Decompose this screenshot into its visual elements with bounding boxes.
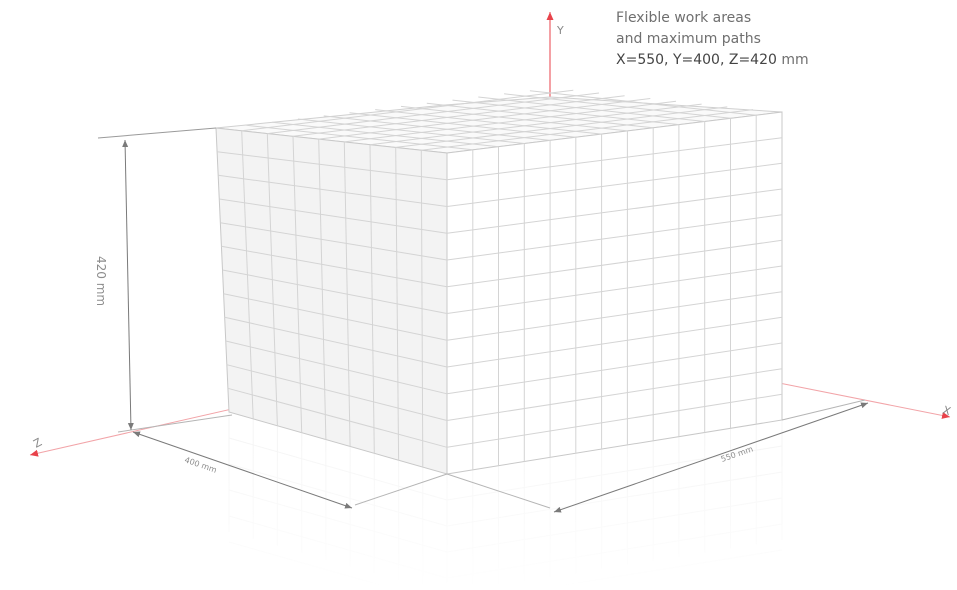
- front-grid-horizontal: [446, 316, 783, 368]
- side-grid-horizontal: [220, 222, 448, 261]
- front-grid-horizontal: [446, 342, 783, 395]
- top-grid-depth: [323, 115, 551, 141]
- height-dimension-line: [122, 139, 134, 431]
- top-grid-width: [421, 109, 754, 151]
- front-grid-horizontal: [446, 265, 783, 314]
- dimension-lines: [97, 127, 869, 513]
- caption-unit: mm: [776, 52, 809, 68]
- cube-front-face: [446, 111, 783, 475]
- top-grid-depth: [375, 109, 602, 135]
- top-grid-depth: [529, 90, 757, 116]
- front-grid-horizontal: [446, 368, 783, 421]
- top-grid-depth: [246, 124, 473, 151]
- top-grid-depth: [400, 105, 628, 132]
- side-grid-horizontal: [226, 364, 448, 421]
- width-extension-right: [781, 399, 866, 421]
- height-extension-top: [97, 127, 217, 139]
- top-grid-depth: [349, 112, 576, 138]
- top-grid-depth: [272, 121, 499, 148]
- front-grid-horizontal: [446, 239, 783, 288]
- work-area-cube: [215, 89, 783, 475]
- side-grid-horizontal: [217, 151, 448, 181]
- side-grid-horizontal: [224, 316, 448, 368]
- top-grid-width: [395, 106, 728, 148]
- y-axis-label: Y: [556, 24, 564, 37]
- top-grid-width: [267, 92, 600, 135]
- top-grid-depth: [426, 102, 654, 129]
- top-grid-depth: [478, 96, 705, 122]
- front-grid-horizontal: [446, 214, 783, 261]
- height-dimension-label: 420 mm: [94, 256, 108, 306]
- side-grid-horizontal: [222, 269, 448, 314]
- front-grid-horizontal: [446, 137, 783, 181]
- width-extension-left: [446, 473, 551, 509]
- work-area-caption: Flexible work areas and maximum paths X=…: [616, 8, 809, 71]
- depth-dimension-line: [132, 431, 353, 509]
- front-grid-horizontal: [446, 291, 783, 341]
- top-grid-depth: [452, 99, 679, 126]
- side-grid-horizontal: [221, 245, 448, 288]
- top-grid-width: [344, 100, 677, 143]
- side-grid-horizontal: [223, 293, 448, 341]
- front-grid-horizontal: [446, 162, 783, 207]
- caption-line-3: X=550, Y=400, Z=420 mm: [616, 50, 809, 71]
- caption-line-2: and maximum paths: [616, 29, 809, 50]
- top-grid-depth: [297, 118, 525, 144]
- side-grid-horizontal: [218, 174, 448, 207]
- top-grid-width: [241, 89, 574, 132]
- x-axis-label: X: [941, 403, 953, 418]
- side-grid-horizontal: [227, 387, 448, 448]
- top-grid-width: [292, 95, 625, 137]
- cube-grid: [217, 89, 783, 470]
- top-grid-width: [318, 98, 651, 140]
- width-dimension-line: [553, 402, 869, 513]
- top-grid-depth: [504, 93, 731, 119]
- caption-max-paths-values: X=550, Y=400, Z=420: [616, 52, 777, 68]
- z-axis-label: Z: [31, 435, 44, 450]
- caption-line-1: Flexible work areas: [616, 10, 752, 26]
- side-grid-horizontal: [225, 340, 448, 395]
- height-extension-bottom: [117, 414, 233, 433]
- caption-line-2-text: and maximum paths: [616, 31, 761, 47]
- depth-extension-bottom: [354, 473, 448, 506]
- top-grid-width: [369, 103, 702, 146]
- front-grid-horizontal: [446, 188, 783, 234]
- side-grid-horizontal: [219, 198, 448, 234]
